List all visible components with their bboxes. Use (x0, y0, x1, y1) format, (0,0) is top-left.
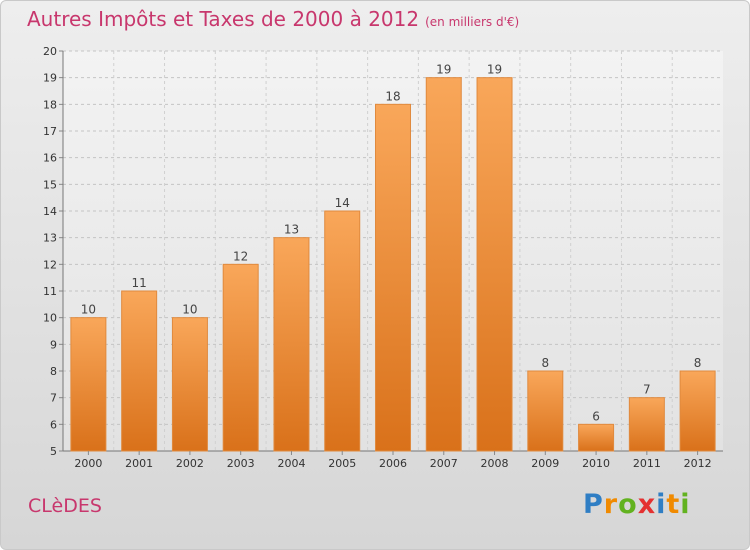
bar (578, 423, 615, 452)
bar (425, 77, 462, 452)
bar (222, 263, 259, 452)
bar (324, 210, 361, 452)
bar (628, 397, 665, 452)
bar-value-label: 19 (487, 63, 502, 77)
bar-value-label: 11 (132, 276, 147, 290)
y-tick-label: 8 (50, 365, 57, 378)
bar-value-label: 13 (284, 223, 299, 237)
bar-value-label: 8 (694, 356, 702, 370)
y-tick-label: 5 (50, 445, 57, 458)
x-tick-label: 2008 (481, 457, 509, 470)
y-tick-label: 18 (43, 98, 57, 111)
logo-letter: P (583, 489, 604, 520)
commune-name: CLèDES (28, 495, 102, 517)
bar (679, 370, 716, 452)
bar (70, 317, 107, 452)
bar-value-label: 10 (182, 303, 197, 317)
logo-letter: t (666, 489, 681, 520)
x-tick-label: 2007 (430, 457, 458, 470)
bar-value-label: 8 (541, 356, 549, 370)
chart-subtitle: (en milliers d'€) (425, 15, 520, 29)
chart-title-main: Autres Impôts et Taxes de 2000 à 2012 (27, 7, 420, 31)
logo-letter: x (637, 489, 657, 520)
bar (375, 103, 411, 452)
x-tick-label: 2011 (633, 457, 661, 470)
y-tick-label: 12 (43, 258, 57, 271)
y-tick-label: 16 (43, 152, 57, 165)
logo-letter: o (618, 489, 638, 520)
logo-letter: r (603, 489, 619, 520)
y-tick-label: 17 (43, 125, 57, 138)
y-tick-label: 9 (50, 338, 57, 351)
chart-title: Autres Impôts et Taxes de 2000 à 2012 (en… (27, 7, 519, 31)
y-tick-label: 14 (43, 205, 57, 218)
x-tick-label: 2012 (684, 457, 712, 470)
bar-value-label: 7 (643, 383, 651, 397)
y-tick-label: 20 (43, 45, 57, 58)
bar (171, 317, 208, 452)
bar-value-label: 19 (436, 63, 451, 77)
logo-letter: i (656, 489, 667, 520)
y-tick-label: 10 (43, 312, 57, 325)
bar-value-label: 14 (335, 196, 350, 210)
y-tick-label: 11 (43, 285, 57, 298)
y-tick-label: 13 (43, 232, 57, 245)
x-tick-label: 2003 (227, 457, 255, 470)
bar-value-label: 18 (385, 89, 400, 103)
bar (476, 77, 513, 452)
y-tick-label: 15 (43, 178, 57, 191)
x-tick-label: 2002 (176, 457, 204, 470)
x-tick-label: 2000 (74, 457, 102, 470)
bar-value-label: 12 (233, 249, 248, 263)
x-tick-label: 2001 (125, 457, 153, 470)
x-tick-label: 2010 (582, 457, 610, 470)
proxiti-logo: Proxiti (583, 489, 691, 520)
bar (527, 370, 564, 452)
bar (121, 290, 158, 452)
x-tick-label: 2005 (328, 457, 356, 470)
x-tick-label: 2004 (277, 457, 305, 470)
y-tick-label: 7 (50, 392, 57, 405)
logo-letter: i (680, 489, 691, 520)
x-tick-label: 2006 (379, 457, 407, 470)
bar-value-label: 6 (592, 409, 600, 423)
y-tick-label: 19 (43, 72, 57, 85)
bar-value-label: 10 (81, 303, 96, 317)
x-tick-label: 2009 (531, 457, 559, 470)
y-tick-label: 6 (50, 418, 57, 431)
bar (273, 237, 310, 452)
